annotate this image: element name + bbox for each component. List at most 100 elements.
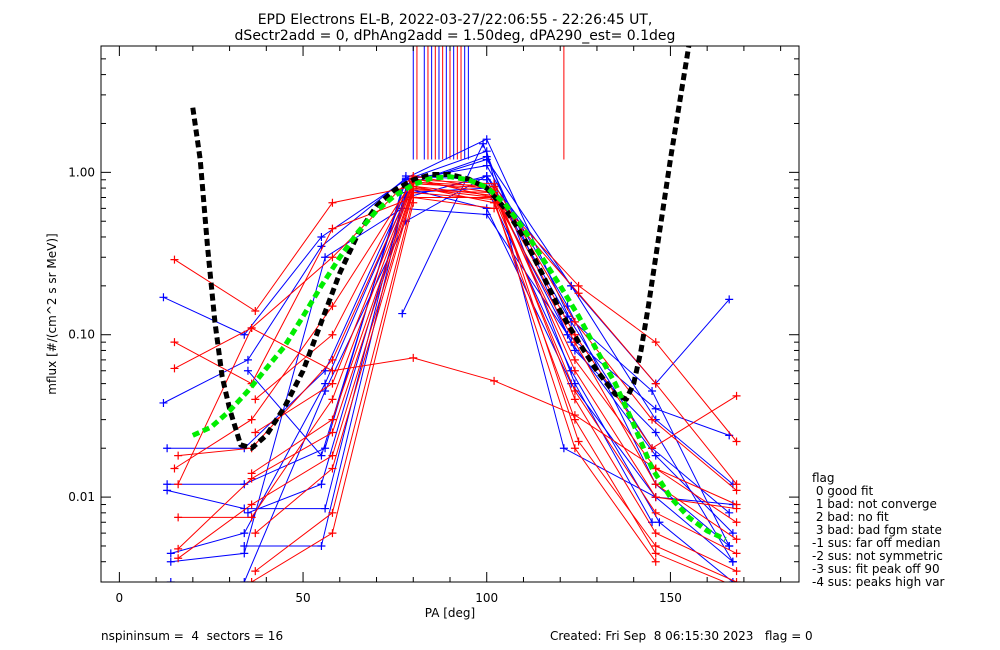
data-point-blue bbox=[243, 355, 252, 364]
legend: flag 0 good fit 1 bad: not converge 2 ba… bbox=[812, 471, 945, 589]
data-point-red bbox=[732, 504, 741, 513]
data-point-blue bbox=[728, 557, 737, 566]
data-point-red bbox=[732, 578, 741, 582]
data-point-red bbox=[170, 338, 179, 347]
data-point-blue bbox=[567, 281, 576, 290]
series-line-blue bbox=[170, 207, 730, 563]
data-point-red bbox=[174, 544, 183, 553]
data-point-red bbox=[732, 391, 741, 400]
data-point-blue bbox=[482, 135, 491, 144]
series-line-red bbox=[174, 179, 737, 491]
data-point-red bbox=[247, 469, 256, 478]
data-point-blue bbox=[159, 293, 168, 302]
data-point-red bbox=[651, 379, 660, 388]
data-point-red bbox=[570, 366, 579, 375]
data-point-red bbox=[651, 557, 660, 566]
data-point-blue bbox=[725, 295, 734, 304]
data-point-red bbox=[570, 355, 579, 364]
data-point-blue bbox=[725, 541, 734, 550]
data-point-red bbox=[651, 464, 660, 473]
legend-item: 0 good fit bbox=[812, 484, 874, 498]
data-point-red bbox=[170, 364, 179, 373]
data-point-blue bbox=[482, 210, 491, 219]
data-point-red bbox=[570, 387, 579, 396]
data-point-red bbox=[251, 395, 260, 404]
data-point-blue bbox=[321, 379, 330, 388]
data-point-red bbox=[570, 317, 579, 326]
legend-item: -1 sus: far off median bbox=[812, 536, 940, 550]
data-point-blue bbox=[163, 444, 172, 453]
data-point-blue bbox=[317, 451, 326, 460]
data-point-red bbox=[574, 281, 583, 290]
data-point-red bbox=[174, 451, 183, 460]
x-tick-label: 100 bbox=[475, 591, 498, 605]
data-point-red bbox=[170, 464, 179, 473]
data-point-blue bbox=[240, 480, 249, 489]
data-point-red bbox=[328, 415, 337, 424]
data-point-blue bbox=[482, 152, 491, 161]
y-tick-label: 0.10 bbox=[68, 328, 95, 342]
data-point-red bbox=[328, 198, 337, 207]
data-point-red bbox=[570, 411, 579, 420]
series-line-red bbox=[178, 183, 737, 518]
data-point-red bbox=[251, 306, 260, 315]
data-point-red bbox=[328, 330, 337, 339]
data-point-red bbox=[174, 480, 183, 489]
fit-curve-green bbox=[191, 174, 727, 542]
data-point-red bbox=[328, 366, 337, 375]
data-point-blue bbox=[321, 253, 330, 262]
series-line-red bbox=[178, 180, 737, 505]
data-point-blue bbox=[651, 428, 660, 437]
data-point-red bbox=[247, 324, 256, 333]
data-point-red bbox=[328, 253, 337, 262]
data-point-red bbox=[328, 379, 337, 388]
chart-subtitle: dSectr2add = 0, dPhAng2add = 1.50deg, dP… bbox=[235, 28, 676, 44]
x-tick-label: 50 bbox=[295, 591, 310, 605]
data-point-blue bbox=[317, 480, 326, 489]
data-point-blue bbox=[166, 549, 175, 558]
data-point-red bbox=[574, 437, 583, 446]
legend-item: 2 bad: no fit bbox=[812, 510, 889, 524]
data-point-red bbox=[490, 376, 499, 385]
data-point-blue bbox=[648, 387, 657, 396]
fits-layer bbox=[190, 46, 727, 542]
y-tick-label: 1.00 bbox=[68, 165, 95, 179]
data-point-blue bbox=[559, 444, 568, 453]
x-tick-label: 150 bbox=[659, 591, 682, 605]
data-point-red bbox=[409, 353, 418, 362]
legend-item: -4 sus: peaks high var bbox=[812, 575, 945, 589]
data-point-red bbox=[732, 535, 741, 544]
data-point-red bbox=[732, 549, 741, 558]
series-line-red bbox=[177, 189, 737, 572]
data-point-blue bbox=[243, 508, 252, 517]
data-point-red bbox=[251, 428, 260, 437]
data-point-red bbox=[732, 486, 741, 495]
series-line-blue bbox=[163, 138, 730, 514]
series-line-blue bbox=[401, 142, 653, 523]
data-point-red bbox=[651, 480, 660, 489]
data-point-red bbox=[651, 493, 660, 502]
data-point-red bbox=[651, 549, 660, 558]
data-point-red bbox=[732, 518, 741, 527]
data-point-red bbox=[328, 428, 337, 437]
x-tick-label: 0 bbox=[116, 591, 124, 605]
series-line-red bbox=[254, 196, 495, 572]
axes: 0 50 100 150 0.01 0.10 1.00 bbox=[68, 45, 799, 605]
data-point-red bbox=[732, 567, 741, 576]
data-point-red bbox=[174, 554, 183, 563]
footer-right: Created: Fri Sep 8 06:15:30 2023 flag = … bbox=[550, 629, 813, 643]
series-line-red bbox=[177, 327, 737, 523]
data-point-red bbox=[648, 444, 657, 453]
series-line-blue bbox=[170, 175, 730, 582]
data-point-blue bbox=[159, 398, 168, 407]
data-point-red bbox=[328, 395, 337, 404]
series-line-red bbox=[174, 175, 737, 449]
data-point-red bbox=[328, 224, 337, 233]
data-point-red bbox=[570, 444, 579, 453]
data-point-red bbox=[251, 529, 260, 538]
data-point-blue bbox=[725, 508, 734, 517]
series-line-blue bbox=[167, 175, 734, 534]
data-point-red bbox=[328, 508, 337, 517]
data-point-red bbox=[651, 508, 660, 517]
